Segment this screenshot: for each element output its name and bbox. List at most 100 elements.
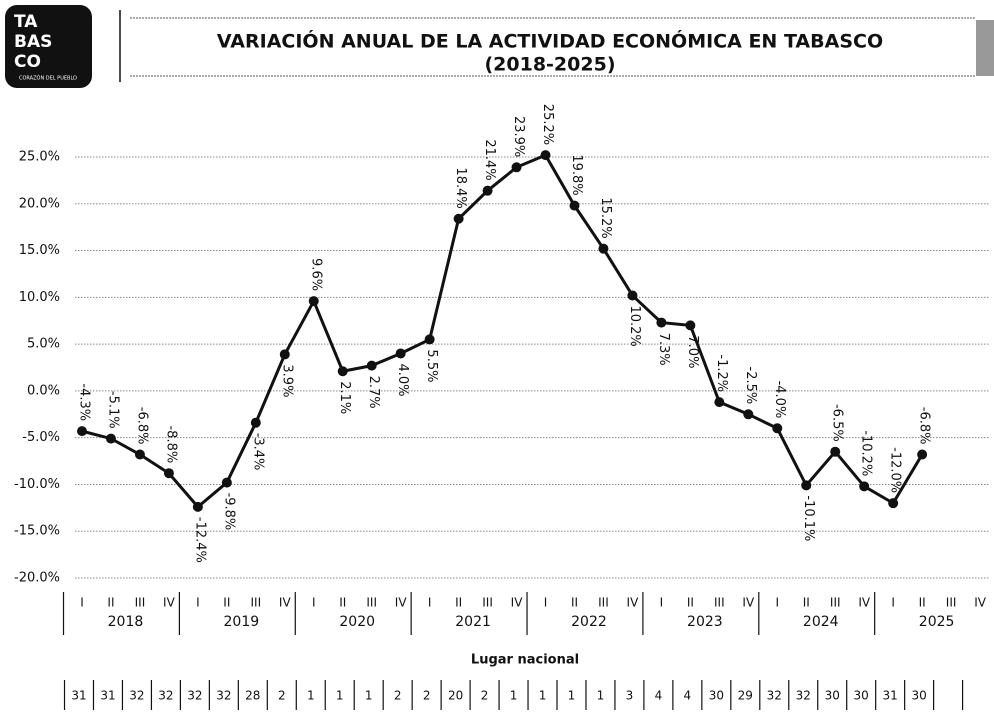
point — [685, 320, 696, 331]
ranking-value: 28 — [245, 689, 260, 703]
y-tick-label: -10.0% — [14, 477, 60, 492]
x-tick-label: IV — [395, 596, 408, 610]
ranking-value: 31 — [100, 689, 115, 703]
ranking-value: 1 — [568, 689, 576, 703]
data-label: -5.1% — [105, 391, 120, 429]
ranking-value: 1 — [365, 689, 373, 703]
y-tick-label: 0.0% — [27, 383, 60, 398]
x-tick-label: II — [687, 596, 694, 610]
point — [424, 334, 435, 345]
point — [221, 477, 232, 488]
data-label: 7.3% — [656, 333, 671, 366]
x-tick-label: III — [946, 596, 957, 610]
point — [540, 150, 551, 161]
data-label: -8.8% — [163, 425, 178, 463]
point — [511, 162, 522, 173]
point — [482, 185, 493, 196]
data-label: 21.4% — [482, 139, 497, 180]
point — [395, 348, 406, 359]
x-tick-label: III — [598, 596, 609, 610]
point — [337, 366, 348, 377]
x-tick-label: I — [891, 596, 895, 610]
x-tick-label: II — [107, 596, 114, 610]
data-label: 4.0% — [395, 363, 410, 396]
logo-text: CO — [14, 52, 41, 72]
logo-text: TA — [14, 12, 38, 32]
x-tick-label: I — [196, 596, 200, 610]
y-tick-label: -5.0% — [22, 430, 60, 445]
point — [77, 426, 87, 437]
data-label: -12.4% — [192, 517, 207, 563]
ranking-value: 32 — [129, 689, 144, 703]
ranking-value: 2 — [423, 689, 431, 703]
ranking-value: 2 — [394, 689, 402, 703]
x-tick-label: IV — [163, 596, 176, 610]
data-label: 10.2% — [627, 305, 642, 346]
x-tick-label: I — [312, 596, 316, 610]
ranking-value: 2 — [278, 689, 286, 703]
chart-subtitle: (2018-2025) — [484, 54, 615, 76]
data-label: 19.8% — [569, 154, 584, 195]
y-tick-label: 20.0% — [19, 196, 60, 211]
year-label: 2018 — [108, 614, 144, 630]
x-tick-label: II — [803, 596, 810, 610]
ranking-value: 30 — [911, 689, 926, 703]
x-tick-label: III — [366, 596, 377, 610]
ranking-value: 1 — [336, 689, 344, 703]
point — [598, 243, 609, 254]
logo — [5, 5, 92, 88]
data-label: -10.2% — [859, 430, 874, 476]
point — [163, 468, 174, 479]
point — [888, 498, 899, 509]
data-label: -1.2% — [714, 354, 729, 392]
data-label: -2.5% — [743, 367, 758, 405]
data-label: -3.4% — [250, 433, 265, 471]
point — [743, 409, 754, 420]
ranking-value: 4 — [684, 689, 692, 703]
x-tick-label: IV — [627, 596, 640, 610]
x-tick-label: I — [776, 596, 780, 610]
ranking-value: 32 — [158, 689, 173, 703]
data-label: -9.8% — [221, 493, 236, 531]
ranking-value: 32 — [216, 689, 231, 703]
data-label: -6.5% — [830, 404, 845, 442]
point — [192, 501, 203, 512]
ranking-value: 1 — [307, 689, 315, 703]
ranking-value: 1 — [597, 689, 605, 703]
ranking-value: 1 — [539, 689, 547, 703]
data-label: -10.1% — [801, 495, 816, 541]
ranking-value: 30 — [709, 689, 724, 703]
point — [917, 449, 928, 460]
data-label: -4.3% — [77, 383, 92, 421]
x-tick-label: II — [223, 596, 230, 610]
y-tick-label: 5.0% — [27, 337, 60, 352]
y-tick-label: -15.0% — [14, 524, 60, 539]
point — [453, 213, 464, 224]
data-label: 5.5% — [424, 349, 439, 382]
point — [772, 423, 783, 434]
ranking-value: 29 — [738, 689, 753, 703]
logo-caption: CORAZÓN DEL PUEBLO — [19, 75, 77, 82]
ranking-value: 31 — [883, 689, 898, 703]
y-tick-label: 10.0% — [19, 290, 60, 305]
year-label: 2025 — [919, 614, 955, 630]
ranking-value: 30 — [854, 689, 869, 703]
x-tick-label: IV — [974, 596, 987, 610]
point — [105, 433, 116, 444]
x-tick-label: II — [571, 596, 578, 610]
x-tick-label: III — [830, 596, 841, 610]
point — [366, 360, 377, 371]
x-tick-label: III — [251, 596, 262, 610]
chart-title: VARIACIÓN ANUAL DE LA ACTIVIDAD ECONÓMIC… — [217, 29, 883, 53]
data-label: 15.2% — [598, 197, 613, 238]
ranking-label: Lugar nacional — [471, 653, 579, 668]
data-label: 7.0% — [685, 335, 700, 368]
data-label: 9.6% — [308, 258, 323, 291]
y-tick-label: 25.0% — [19, 150, 60, 165]
data-label: 2.1% — [337, 381, 352, 414]
x-tick-label: IV — [511, 596, 524, 610]
x-tick-label: I — [428, 596, 432, 610]
ranking-value: 4 — [655, 689, 663, 703]
data-label: 18.4% — [453, 167, 468, 208]
point — [859, 481, 870, 492]
